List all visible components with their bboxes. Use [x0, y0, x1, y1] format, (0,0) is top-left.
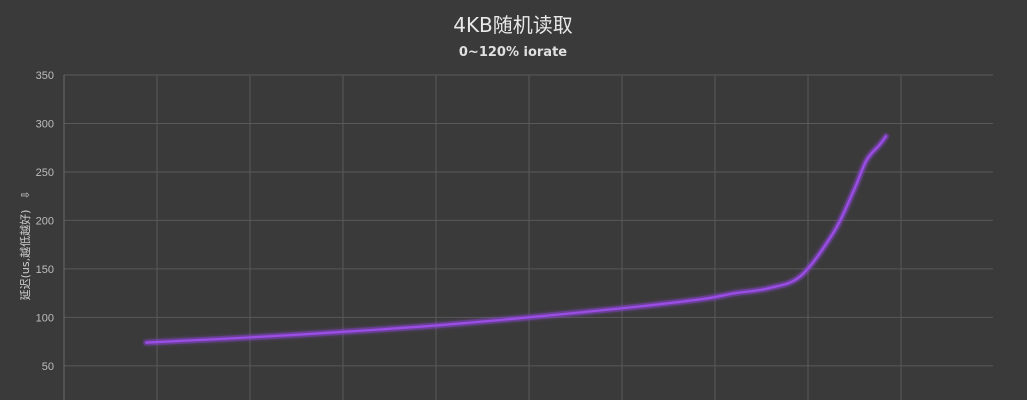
y-axis-label: 延迟(us,越低越好) — [18, 210, 32, 301]
chart-subtitle: 0~120% iorate — [459, 45, 567, 60]
y-tick-label: 100 — [36, 312, 54, 324]
y-tick-label: 300 — [36, 118, 54, 130]
chart-title: 4KB随机读取 — [453, 13, 573, 37]
y-tick-label: 350 — [36, 70, 54, 82]
y-tick-label: 150 — [36, 264, 54, 276]
series-line — [144, 135, 888, 344]
y-tick-label: 50 — [42, 361, 54, 373]
y-tick-label: 250 — [36, 167, 54, 179]
series-line-glow — [143, 133, 890, 346]
y-axis-label-arrow: ⇩ — [19, 190, 32, 199]
y-tick-label: 200 — [36, 215, 54, 227]
